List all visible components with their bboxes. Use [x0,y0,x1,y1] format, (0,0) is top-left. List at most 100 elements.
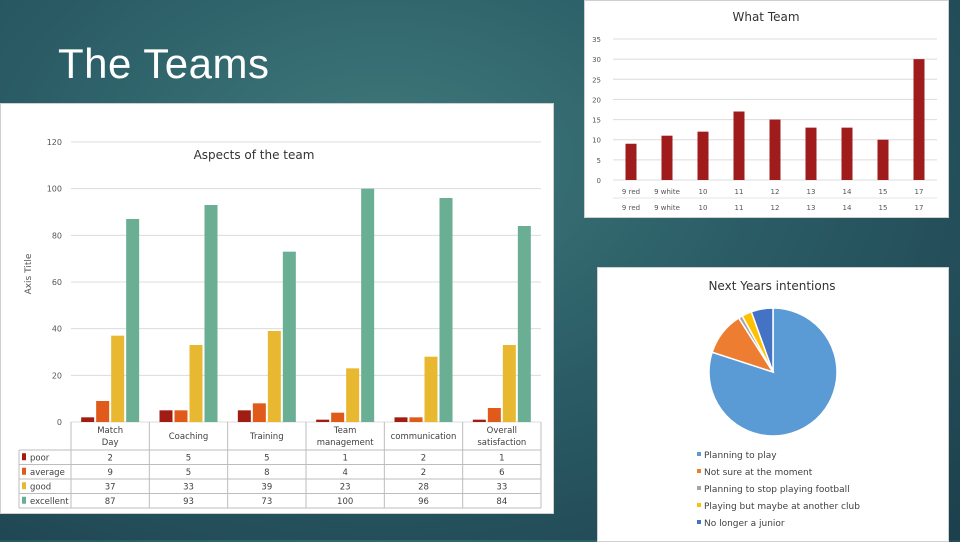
y-tick-label: 0 [597,177,601,185]
bar [625,143,637,180]
x-tick-label-row2: 9 white [654,204,680,212]
x-tick-label-row2: 15 [879,204,888,212]
bar-good [267,331,281,422]
x-tick-label-row2: 12 [771,204,780,212]
aspects-chart-title: Aspects of the team [194,148,315,162]
x-tick-label: 17 [915,188,924,196]
pie-legend-key [697,503,701,507]
category-label: Overall [487,426,517,436]
bar-excellent [282,251,296,422]
y-tick-label: 15 [592,117,601,125]
x-tick-label-row2: 9 red [622,204,640,212]
bar-excellent [439,198,453,422]
table-value: 1 [342,453,347,463]
what-team-chart-svg: What Team 0 5 10 15 20 25 30 35 9 red 9 red 9 whit… [592,10,937,212]
bar-excellent [361,188,375,422]
category-label-line2: satisfaction [477,438,526,448]
bar-average [487,408,501,422]
pie-legend-key [697,520,701,524]
table-value: 73 [261,497,272,507]
bar-average [252,403,266,422]
y-tick-label: 100 [47,185,62,194]
bar-excellent [204,205,218,422]
bar-good [424,356,438,422]
category-label: Match [97,426,123,436]
y-tick-label: 25 [592,76,601,84]
category-label: Training [249,432,284,442]
legend-key-average [22,467,26,475]
bar-poor [472,419,486,422]
x-tick-label: 11 [735,188,744,196]
legend-key-poor [22,453,26,461]
x-tick-label: 14 [843,188,852,196]
table-value: 5 [186,468,191,478]
bar-poor [81,417,95,422]
y-tick-label: 60 [52,278,62,287]
bar-poor [159,410,173,422]
legend-key-excellent [22,496,26,504]
pie-legend-label: No longer a junior [704,519,785,529]
pie-legend-label: Planning to play [704,451,777,461]
x-tick-label-row2: 11 [735,204,744,212]
table-value: 2 [421,453,426,463]
table-value: 5 [186,453,191,463]
table-value: 8 [264,468,269,478]
x-tick-label-row2: 14 [843,204,852,212]
y-tick-label: 30 [592,56,601,64]
table-value: 100 [337,497,353,507]
x-tick-label: 13 [807,188,816,196]
table-value: 1 [499,453,504,463]
y-tick-label: 40 [52,325,62,334]
x-tick-label-row2: 13 [807,204,816,212]
category-label-line2: management [317,438,375,448]
table-value: 33 [183,482,194,492]
bar-good [346,368,360,422]
table-value: 23 [340,482,351,492]
bar [733,111,745,180]
bar [661,135,673,180]
y-tick-label: 120 [47,138,62,147]
category-label: Team [333,426,356,436]
pie-legend-key [697,452,701,456]
category-label-line2: Day [102,438,119,448]
x-tick-label: 10 [699,188,708,196]
pie-slice [750,307,774,373]
bar [805,127,817,180]
bar-good [502,345,516,422]
legend-label: poor [30,453,50,463]
x-tick-label-row2: 17 [915,204,924,212]
bar [841,127,853,180]
bar-good [111,335,125,422]
table-value: 87 [105,497,116,507]
bar [913,59,925,181]
bar [697,131,709,180]
bar-excellent [126,219,140,422]
pie-legend-label: Not sure at the moment [704,468,813,478]
pie-legend-key [697,469,701,473]
intentions-pie-chart: Next Years intentions Planning to play No… [597,267,949,542]
table-value: 84 [496,497,507,507]
pie-chart-title: Next Years intentions [708,279,835,293]
bar-average [174,410,188,422]
legend-label: average [30,468,65,478]
table-value: 4 [342,468,347,478]
bar-average [96,401,110,422]
table-value: 9 [107,468,112,478]
x-tick-label: 9 white [654,188,680,196]
category-label: communication [391,432,457,442]
y-tick-label: 20 [592,96,601,104]
intentions-pie-svg: Next Years intentions Planning to play No… [697,279,860,529]
table-value: 39 [261,482,272,492]
table-value: 5 [264,453,269,463]
bar [769,119,781,180]
legend-key-good [22,482,26,490]
y-tick-label: 10 [592,137,601,145]
category-label: Coaching [169,432,209,442]
x-tick-label-row2: 10 [699,204,708,212]
aspects-chart-svg: Aspects of the team Axis Title 0 20 40 60 80… [18,138,542,509]
table-value: 2 [421,468,426,478]
bar-poor [394,417,408,422]
bar-poor [237,410,251,422]
bar-poor [316,419,330,422]
legend-label: good [30,482,51,492]
